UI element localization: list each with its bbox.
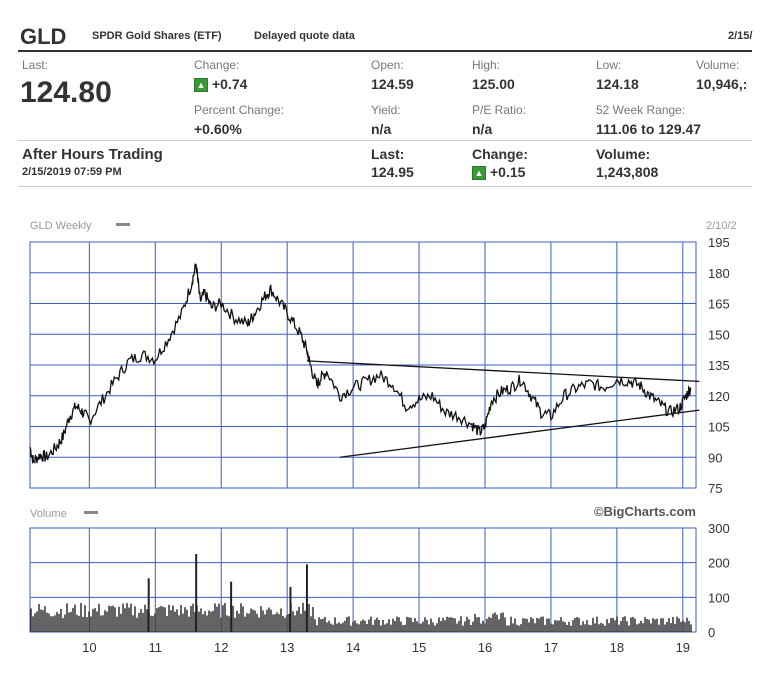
year-tick-label: 14 (346, 640, 360, 655)
change-label: Change: (194, 58, 240, 72)
price-line (29, 263, 692, 465)
ah-volume-value: 1,243,808 (596, 164, 659, 180)
price-tick-label: 165 (708, 297, 730, 312)
open-value: 124.59 (371, 76, 414, 92)
high-value: 125.00 (472, 76, 515, 92)
quote-date: 2/15/ (728, 30, 753, 42)
volume-panel-frame (29, 527, 697, 633)
price-tick-label: 105 (708, 420, 730, 435)
year-tick-label: 16 (478, 640, 492, 655)
chart-title: GLD Weekly (30, 220, 92, 232)
year-tick-label: 13 (280, 640, 294, 655)
volume-tick-label: 200 (708, 556, 730, 571)
chart-legend-swatch (116, 223, 130, 226)
last-label: Last: (22, 58, 49, 72)
volume-legend-swatch (84, 511, 98, 514)
price-tick-label: 150 (708, 327, 730, 342)
price-tick-label: 180 (708, 266, 730, 281)
up-arrow-icon: ▲ (472, 166, 486, 181)
low-value: 124.18 (596, 76, 639, 92)
chart-date-label: 2/10/2 (706, 220, 737, 232)
lower-trendline (339, 409, 700, 458)
security-name: SPDR Gold Shares (ETF) (92, 30, 222, 42)
range-label: 52 Week Range: (596, 103, 686, 117)
volume-tick-label: 300 (708, 521, 730, 536)
year-tick-label: 12 (214, 640, 228, 655)
ah-change-label: Change: (472, 146, 528, 162)
high-label: High: (472, 58, 501, 72)
change-value-group: ▲ +0.74 (194, 76, 248, 93)
upper-trendline (306, 360, 700, 383)
pe-value: n/a (472, 121, 493, 137)
volume-tick-label: 0 (708, 625, 715, 640)
ah-last-label: Last: (371, 146, 405, 162)
ah-volume-label: Volume: (596, 146, 651, 162)
after-hours-divider (18, 186, 752, 187)
up-arrow-icon: ▲ (194, 78, 208, 93)
quote-divider (18, 140, 752, 141)
yield-value: n/a (371, 121, 392, 137)
watermark: ©BigCharts.com (594, 504, 696, 519)
year-tick-label: 18 (610, 640, 624, 655)
ah-change-value: +0.15 (490, 164, 526, 180)
year-tick-label: 10 (82, 640, 96, 655)
volume-value: 10,946,: (696, 76, 748, 92)
price-tick-label: 120 (708, 389, 730, 404)
header-divider (18, 50, 752, 52)
last-price: 124.80 (20, 76, 112, 109)
change-value: +0.74 (212, 76, 248, 92)
pct-change-label: Percent Change: (194, 103, 285, 117)
price-tick-label: 75 (708, 481, 722, 496)
pct-change-value: +0.60% (194, 121, 242, 137)
ah-last-value: 124.95 (371, 164, 414, 180)
after-hours-datetime: 2/15/2019 07:59 PM (22, 166, 122, 178)
ah-change-group: ▲ +0.15 (472, 164, 526, 181)
year-tick-label: 17 (544, 640, 558, 655)
price-tick-label: 195 (708, 235, 730, 250)
range-value: 111.06 to 129.47 (596, 121, 702, 137)
ticker-symbol: GLD (20, 24, 67, 49)
open-label: Open: (371, 58, 404, 72)
after-hours-title: After Hours Trading (22, 146, 163, 163)
volume-title: Volume (30, 508, 67, 520)
quote-note: Delayed quote data (254, 30, 355, 42)
price-tick-label: 135 (708, 358, 730, 373)
pe-label: P/E Ratio: (472, 103, 527, 117)
price-volume-chart: GLD Weekly 2/10/2 Volume ©BigCharts.com … (29, 220, 737, 655)
price-tick-label: 90 (708, 450, 722, 465)
volume-label: Volume: (696, 58, 740, 72)
yield-label: Yield: (371, 103, 401, 117)
year-tick-label: 15 (412, 640, 426, 655)
year-tick-label: 11 (149, 640, 163, 655)
volume-tick-label: 100 (708, 590, 730, 605)
year-tick-label: 19 (676, 640, 690, 655)
low-label: Low: (596, 58, 622, 72)
